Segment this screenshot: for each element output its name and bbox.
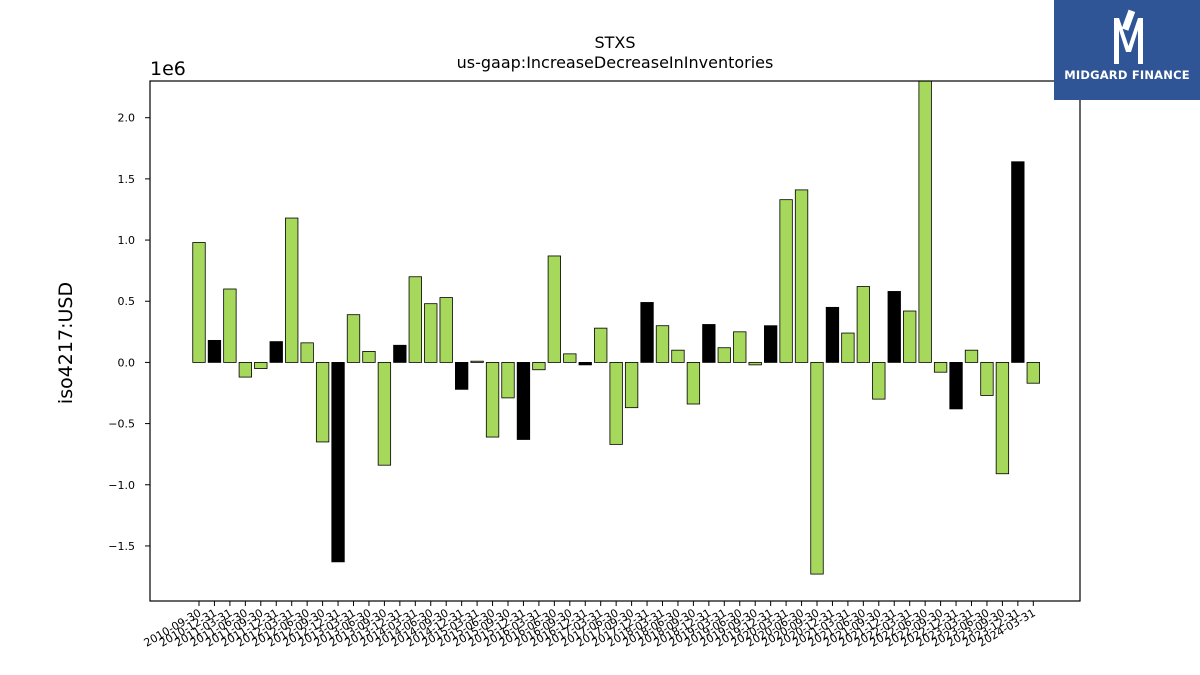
- bar-2022-03-31: [903, 310, 917, 363]
- bar-2022-12-31: [949, 362, 963, 410]
- bar-2012-03-31: [285, 217, 299, 363]
- logo-mark-icon: [1114, 9, 1143, 64]
- bar-2024-03-31: [1026, 362, 1040, 384]
- logo-text: MIDGARD FINANCE: [1064, 68, 1190, 82]
- bar-2019-12-31: [764, 325, 778, 363]
- bar-2017-12-31: [640, 302, 654, 363]
- y-axis-label: iso4217:USD: [55, 282, 77, 404]
- bar-2022-09-30: [933, 362, 948, 373]
- bar-2012-06-30: [300, 342, 314, 363]
- y-tick-label: −1.5: [108, 540, 135, 553]
- bar-2023-09-30: [995, 362, 1010, 475]
- x-axis: 2010-09-302010-12-312011-03-312011-06-30…: [142, 601, 1038, 650]
- plot-frame: [149, 80, 1081, 602]
- bar-2015-12-31: [516, 362, 531, 440]
- bar-2010-12-31: [207, 339, 222, 363]
- chart-subtitle: us-gaap:IncreaseDecreaseInInventories: [457, 53, 774, 72]
- bar-2021-06-30: [856, 286, 870, 363]
- bar-2012-09-30: [315, 362, 330, 443]
- bar-2017-03-31: [594, 327, 608, 363]
- y-tick-label: 0.5: [118, 295, 136, 308]
- bar-2020-12-31: [825, 306, 840, 363]
- chart-title: STXS: [594, 33, 635, 52]
- bar-2019-06-30: [733, 331, 747, 363]
- y-axis: 2.0 1.5 1.0 0.5 0.0 −0.5 −1.0 −1.5: [108, 112, 150, 553]
- midgard-finance-logo: MIDGARD FINANCE: [1054, 0, 1200, 100]
- bar-2018-06-30: [671, 349, 685, 363]
- y-tick-label: 1.0: [118, 234, 136, 247]
- bar-2015-06-30: [485, 362, 500, 438]
- y-multiplier-label: 1e6: [150, 58, 186, 80]
- bar-2018-09-30: [686, 362, 701, 405]
- bar-2022-06-30: [918, 80, 932, 363]
- bar-2014-09-30: [439, 297, 453, 363]
- bar-2021-03-31: [841, 332, 855, 363]
- bar-2020-09-30: [810, 362, 824, 575]
- bar-2021-12-31: [887, 291, 901, 363]
- bar-2014-03-31: [408, 276, 422, 363]
- bar-2023-12-31: [1011, 161, 1025, 363]
- bar-2017-09-30: [624, 362, 639, 409]
- bar-2018-12-31: [702, 324, 716, 363]
- bar-2016-03-31: [532, 362, 546, 371]
- bar-2019-03-31: [717, 347, 731, 363]
- bar-2020-06-30: [794, 189, 809, 363]
- bar-2011-03-31: [223, 288, 237, 363]
- bar-2011-12-31: [269, 341, 283, 363]
- bar-2016-09-30: [563, 353, 577, 363]
- bars-layer: [192, 80, 1040, 575]
- bar-2013-09-30: [377, 362, 392, 466]
- bar-2014-06-30: [424, 303, 438, 363]
- bar-2015-09-30: [501, 362, 515, 399]
- bar-2016-12-31: [578, 362, 592, 366]
- y-tick-label: 0.0: [118, 356, 136, 369]
- bar-2011-06-30: [238, 362, 253, 378]
- bar-2015-03-31: [470, 360, 484, 363]
- y-tick-label: 1.5: [118, 173, 136, 186]
- bar-2014-12-31: [454, 362, 469, 390]
- bar-2020-03-31: [779, 199, 793, 363]
- bar-2013-03-31: [346, 314, 361, 363]
- bar-2011-09-30: [254, 362, 268, 369]
- bar-2017-06-30: [609, 362, 623, 445]
- bar-2019-09-30: [748, 362, 762, 366]
- bar-2012-12-31: [331, 362, 345, 563]
- bar-2018-03-31: [655, 325, 670, 363]
- bar-2023-03-31: [964, 349, 979, 363]
- y-tick-label: −1.0: [108, 479, 135, 492]
- bar-2013-12-31: [393, 344, 407, 363]
- bar-2013-06-30: [362, 350, 376, 363]
- bar-2010-09-30: [192, 242, 206, 363]
- bar-2021-09-30: [872, 362, 886, 400]
- y-tick-label: 2.0: [118, 112, 136, 125]
- y-tick-label: −0.5: [108, 418, 135, 431]
- bar-2023-06-30: [980, 362, 994, 396]
- bar-2016-06-30: [547, 255, 561, 363]
